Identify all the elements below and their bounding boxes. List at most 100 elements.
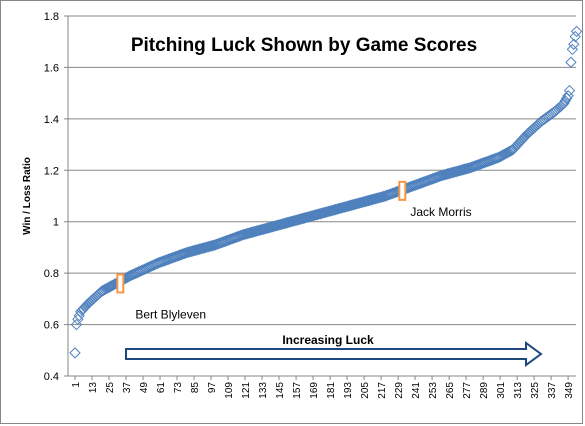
y-tick-label: 1.8 bbox=[44, 11, 59, 23]
data-point bbox=[325, 204, 338, 217]
data-point bbox=[436, 169, 448, 182]
data-point bbox=[202, 241, 214, 253]
data-point bbox=[310, 209, 322, 221]
data-point bbox=[280, 217, 292, 229]
data-point bbox=[337, 201, 349, 214]
data-point bbox=[335, 202, 348, 214]
chart-title: Pitching Luck Shown by Game Scores bbox=[131, 35, 477, 56]
data-point bbox=[73, 309, 85, 322]
data-point bbox=[322, 205, 335, 218]
data-point bbox=[349, 198, 362, 210]
data-point bbox=[375, 191, 387, 203]
data-point bbox=[193, 243, 206, 255]
data-point bbox=[181, 246, 193, 259]
data-point bbox=[235, 229, 247, 242]
arrow-label: Increasing Luck bbox=[282, 333, 374, 347]
x-tick-label: 289 bbox=[479, 382, 490, 399]
data-point bbox=[294, 213, 307, 225]
data-point bbox=[434, 170, 447, 182]
data-point bbox=[345, 199, 358, 211]
data-point bbox=[361, 195, 373, 207]
data-point bbox=[286, 215, 298, 228]
data-point bbox=[307, 209, 319, 222]
data-point bbox=[239, 228, 251, 240]
x-tick-label: 73 bbox=[173, 382, 184, 394]
data-point bbox=[298, 212, 311, 224]
data-point bbox=[364, 194, 376, 206]
data-point bbox=[324, 205, 336, 217]
data-point bbox=[279, 217, 291, 230]
data-point bbox=[313, 208, 325, 220]
data-point bbox=[443, 167, 455, 180]
data-point bbox=[330, 203, 342, 216]
x-tick-label: 133 bbox=[258, 382, 269, 399]
data-point bbox=[347, 199, 359, 211]
x-tick-label: 301 bbox=[496, 382, 507, 399]
x-tick-label: 241 bbox=[411, 382, 422, 399]
data-point bbox=[444, 167, 457, 179]
x-tick-label: 61 bbox=[156, 382, 167, 394]
data-point bbox=[249, 225, 261, 238]
data-point bbox=[189, 244, 202, 256]
data-point bbox=[303, 211, 315, 223]
x-tick-label: 97 bbox=[207, 382, 218, 394]
data-point bbox=[184, 246, 196, 258]
data-point bbox=[372, 192, 384, 204]
data-point bbox=[254, 224, 267, 236]
data-point bbox=[277, 218, 290, 230]
x-tick-label: 193 bbox=[343, 382, 354, 399]
x-tick-label: 121 bbox=[241, 382, 252, 399]
x-tick-label: 265 bbox=[445, 382, 456, 399]
data-point bbox=[311, 208, 324, 221]
data-point bbox=[568, 38, 580, 50]
data-point bbox=[355, 196, 367, 209]
highlight-bert-blyleven bbox=[116, 273, 125, 294]
data-point bbox=[198, 242, 210, 254]
data-point bbox=[300, 211, 312, 224]
y-tick-label: 0.6 bbox=[44, 320, 59, 332]
data-point bbox=[458, 163, 471, 175]
data-point bbox=[369, 192, 382, 205]
data-point bbox=[264, 221, 277, 233]
data-point bbox=[305, 210, 318, 222]
data-point bbox=[351, 198, 363, 210]
data-point bbox=[179, 247, 192, 259]
data-point bbox=[283, 216, 295, 228]
data-point bbox=[257, 223, 270, 235]
data-point bbox=[365, 194, 377, 206]
data-point bbox=[566, 43, 579, 56]
data-point bbox=[262, 222, 274, 234]
data-point bbox=[570, 25, 583, 38]
x-tick-label: 109 bbox=[224, 382, 235, 399]
gridlines bbox=[64, 15, 576, 377]
data-point bbox=[315, 207, 328, 220]
data-point bbox=[245, 226, 257, 239]
data-point bbox=[276, 218, 288, 230]
data-point bbox=[288, 214, 301, 227]
data-point bbox=[373, 191, 386, 204]
data-point bbox=[72, 313, 84, 326]
data-point bbox=[320, 206, 332, 218]
data-point bbox=[447, 166, 460, 179]
y-tick-label: 1.6 bbox=[44, 62, 59, 74]
data-point bbox=[296, 213, 308, 225]
annotation-jack-morris: Jack Morris bbox=[410, 205, 471, 219]
data-point bbox=[308, 209, 321, 221]
data-point bbox=[321, 206, 333, 218]
data-point bbox=[256, 223, 268, 236]
data-point bbox=[331, 203, 343, 215]
data-point bbox=[69, 347, 81, 359]
y-tick-label: 1 bbox=[53, 217, 59, 229]
x-tick-label: 49 bbox=[139, 382, 150, 394]
data-point bbox=[290, 214, 302, 227]
data-point bbox=[563, 84, 576, 97]
x-tick-label: 349 bbox=[564, 382, 575, 399]
x-tick-label: 25 bbox=[105, 382, 116, 394]
data-point bbox=[301, 211, 314, 223]
data-point bbox=[242, 227, 254, 240]
data-point bbox=[358, 196, 370, 208]
data-point bbox=[205, 240, 217, 252]
highlight-jack-morris bbox=[398, 180, 407, 201]
x-tick-label: 325 bbox=[530, 382, 541, 399]
